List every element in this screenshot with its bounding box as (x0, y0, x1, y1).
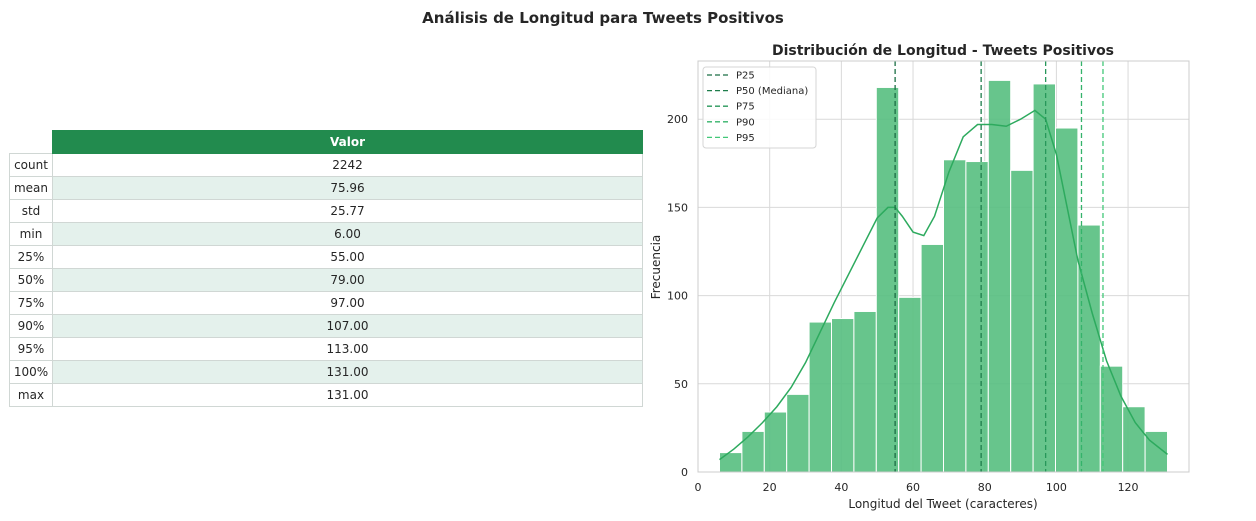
y-tick-label: 50 (674, 378, 688, 391)
kde-curve (719, 109, 1168, 461)
histogram-bar (831, 318, 855, 473)
row-value: 113.00 (52, 337, 643, 361)
table-row: max 131.00 (9, 383, 643, 407)
histogram-bar (898, 296, 922, 473)
x-axis-label: Longitud del Tweet (caracteres) (848, 497, 1037, 511)
histogram-bar (763, 411, 788, 473)
histogram-bar (808, 321, 833, 473)
histogram-bar (1122, 406, 1146, 473)
histogram-bar (741, 430, 765, 473)
table-row: std 25.77 (9, 199, 643, 223)
histogram-bar (719, 452, 743, 473)
table-corner (9, 130, 53, 154)
x-axis-ticks: 0 20 40 60 80 100 120 (695, 481, 1139, 494)
legend: P25 P50 (Mediana) P75 P90 P95 (702, 66, 817, 149)
legend-label: P50 (Mediana) (736, 86, 808, 97)
row-label: 50% (9, 268, 53, 292)
legend-label: P25 (736, 71, 755, 82)
histogram-bar (920, 243, 944, 473)
histogram-bar (965, 161, 989, 473)
y-axis-label: Frecuencia (649, 235, 663, 300)
histogram-bar (786, 393, 810, 473)
x-tick-label: 100 (1046, 481, 1067, 494)
histogram-bar (853, 310, 877, 473)
row-label: 100% (9, 360, 53, 384)
row-value: 97.00 (52, 291, 643, 315)
row-value: 55.00 (52, 245, 643, 269)
row-label: 75% (9, 291, 53, 315)
row-value: 25.77 (52, 199, 643, 223)
plot-frame (697, 60, 1190, 473)
row-value: 131.00 (52, 360, 643, 384)
row-label: max (9, 383, 53, 407)
histogram-bar (1010, 169, 1034, 473)
y-axis-ticks: 0 50 100 150 200 (667, 113, 688, 479)
table-row: 95% 113.00 (9, 337, 643, 361)
table-row: 25% 55.00 (9, 245, 643, 269)
chart-title: Distribución de Longitud - Tweets Positi… (772, 43, 1114, 59)
percentile-lines (894, 61, 1104, 472)
table-row: 75% 97.00 (9, 291, 643, 315)
table-row: 90% 107.00 (9, 314, 643, 338)
histogram-bar (943, 159, 967, 473)
row-value: 107.00 (52, 314, 643, 338)
row-label: 90% (9, 314, 53, 338)
table-header-valor: Valor (52, 130, 643, 154)
row-label: min (9, 222, 53, 246)
histogram-bar (1099, 365, 1124, 473)
y-tick-label: 100 (667, 290, 688, 303)
x-tick-label: 120 (1118, 481, 1139, 494)
histogram-bar (987, 79, 1012, 473)
histogram-bar (1054, 127, 1079, 473)
x-tick-label: 40 (834, 481, 848, 494)
y-tick-label: 150 (667, 201, 688, 214)
table-row: 50% 79.00 (9, 268, 643, 292)
x-tick-label: 80 (978, 481, 992, 494)
legend-label: P95 (736, 133, 755, 144)
legend-label: P75 (736, 102, 755, 113)
figure-title: Análisis de Longitud para Tweets Positiv… (422, 9, 784, 27)
stats-table: Valor count 2242 mean 75.96 std 25.77 mi… (9, 130, 643, 407)
table-row: min 6.00 (9, 222, 643, 246)
y-tick-label: 200 (667, 113, 688, 126)
x-tick-label: 60 (906, 481, 920, 494)
legend-box (702, 66, 817, 149)
legend-label: P90 (736, 117, 755, 128)
table-row: count 2242 (9, 153, 643, 177)
row-label: std (9, 199, 53, 223)
y-tick-label: 0 (681, 466, 688, 479)
table-row: 100% 131.00 (9, 360, 643, 384)
row-value: 131.00 (52, 383, 643, 407)
row-value: 6.00 (52, 222, 643, 246)
row-value: 2242 (52, 153, 643, 177)
histogram-bars (719, 79, 1168, 473)
x-tick-label: 0 (695, 481, 702, 494)
row-label: 95% (9, 337, 53, 361)
x-tick-label: 20 (763, 481, 777, 494)
